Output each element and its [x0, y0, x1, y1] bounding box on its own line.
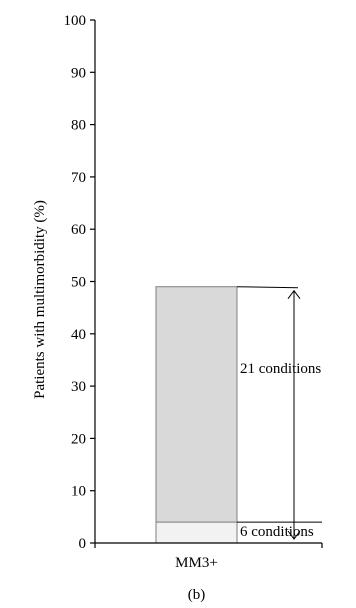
y-axis-ticks: 0 10 20 30 40 50 60 70 80 90 100: [64, 13, 95, 552]
y-tick-label: 50: [71, 275, 86, 291]
bars: [155, 286, 238, 544]
y-axis-title: Patients with multimorbidity (%): [32, 200, 48, 399]
leader-line-top: [236, 286, 299, 289]
y-tick-label: 80: [71, 118, 86, 134]
panel-label: (b): [188, 587, 206, 603]
y-tick-label: 90: [71, 65, 86, 81]
annotations: 21 conditions 6 conditions: [236, 286, 322, 540]
y-tick-label: 60: [71, 222, 86, 238]
annotation-21-conditions: 21 conditions: [240, 361, 321, 377]
y-tick-label: 100: [64, 13, 87, 29]
bar-segment: [155, 521, 238, 544]
arrow-head-up: [287, 289, 301, 300]
y-tick-label: 10: [71, 484, 86, 500]
y-tick-label: 40: [71, 327, 86, 343]
x-category-label: MM3+: [175, 555, 218, 571]
x-axis-labels: MM3+: [94, 543, 323, 571]
y-tick-label: 30: [71, 379, 86, 395]
y-tick-label: 70: [71, 170, 86, 186]
arrow-head-down: [287, 530, 301, 540]
annotation-6-conditions: 6 conditions: [240, 524, 314, 540]
bar-segment: [155, 286, 238, 523]
y-tick-label: 20: [71, 431, 86, 447]
y-tick-label: 0: [79, 536, 87, 552]
